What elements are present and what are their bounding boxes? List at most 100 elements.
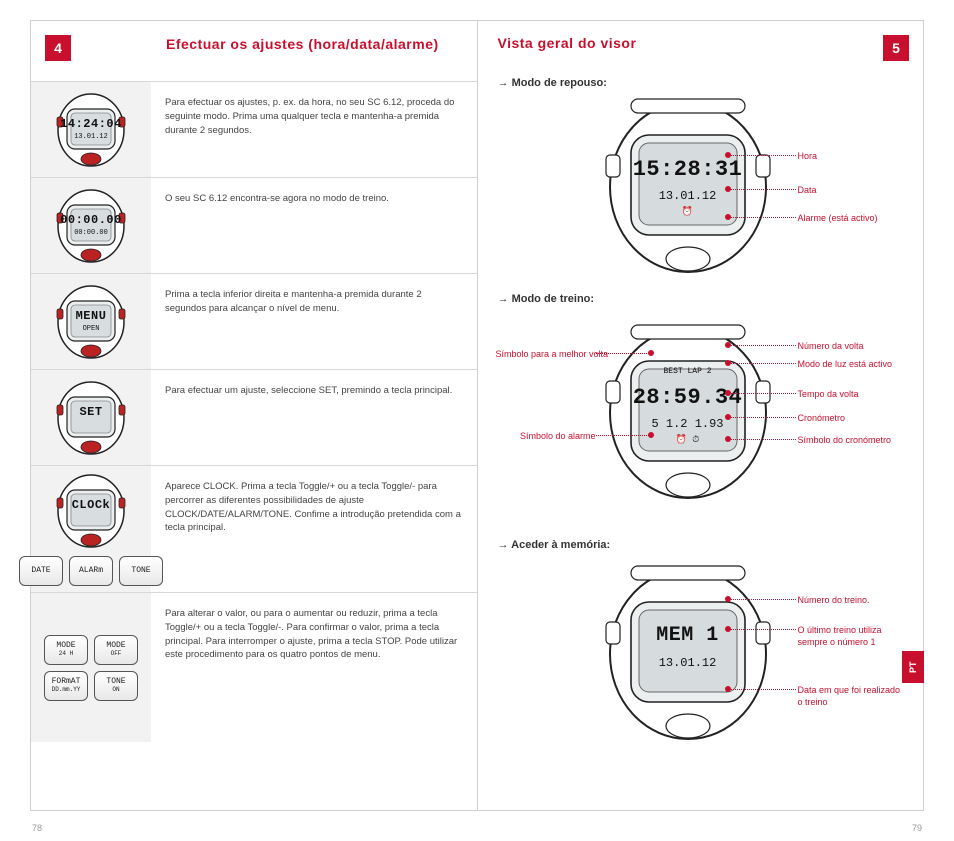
chip-row: MODE24 HMODEOFF [44, 635, 138, 665]
row-text: Aparece CLOCK. Prima a tecla Toggle/+ ou… [151, 466, 477, 592]
callout-dot [725, 152, 731, 158]
callout-line [728, 217, 796, 218]
callout-dot [725, 342, 731, 348]
row-image-cell: 00:00.0000:00.00 [31, 178, 151, 273]
row-text: Para efectuar um ajuste, seleccione SET,… [151, 370, 477, 465]
mode-chip: MODEOFF [94, 635, 138, 665]
callout-label: Alarme (está activo) [798, 213, 878, 225]
callout-line [728, 393, 796, 394]
memoria-watch: MEM 1 13.01.12 [603, 564, 773, 744]
callout-line [728, 345, 796, 346]
callout-dot [725, 686, 731, 692]
memoria-area: MEM 1 13.01.12 Número do treino. O último… [478, 559, 924, 764]
footer-right: 79 [912, 823, 922, 833]
row-image-cell: MENUOPEN [31, 274, 151, 369]
callout-line [728, 689, 796, 690]
watch-main-text: 00:00.00 [55, 213, 127, 227]
callout-dot [725, 596, 731, 602]
right-content: Modo de repouso: 15:28:31 13.01.12 ⏰ Hor… [478, 71, 924, 810]
watch-main-text: 14:24:04 [55, 117, 127, 131]
row-image-cell: CLOCkDATEALARmTONE [31, 466, 151, 592]
treino-area: BEST LAP 2 28:59.34 5 1.2 1.93 ⏰ ⏱ Númer… [478, 313, 924, 533]
instruction-row: CLOCkDATEALARmTONEAparece CLOCK. Prima a… [31, 465, 477, 592]
callout-label: Data [798, 185, 817, 197]
section-treino-label: Modo de treino: [478, 287, 924, 307]
memoria-main: MEM 1 [603, 624, 773, 647]
watch-illustration: SET [55, 379, 127, 457]
instruction-row: SET Para efectuar um ajuste, seleccione S… [31, 369, 477, 465]
callout-line [728, 363, 796, 364]
watch-main-text: CLOCk [55, 498, 127, 512]
callout-dot [725, 214, 731, 220]
manual-spread: 4 Efectuar os ajustes (hora/data/alarme)… [0, 0, 954, 841]
callout-dot [725, 360, 731, 366]
watch-main-text: SET [55, 405, 127, 419]
treino-icons: ⏰ ⏱ [603, 435, 773, 445]
left-title: Efectuar os ajustes (hora/data/alarme) [166, 35, 446, 53]
callout-line [728, 599, 796, 600]
mode-chip: ALARm [69, 556, 113, 586]
mode-chip: FORmATDD.mm.YY [44, 671, 88, 701]
page-badge-left: 4 [45, 35, 71, 61]
instruction-row: MENUOPENPrima a tecla inferior direita e… [31, 273, 477, 369]
callout-line [728, 155, 796, 156]
callout-dot [648, 350, 654, 356]
right-page: 5 Vista geral do visor PT Modo de repous… [477, 20, 925, 811]
callout-line [728, 439, 796, 440]
callout-label: Símbolo do cronómetro [798, 435, 892, 447]
treino-sub: 5 1.2 1.93 [603, 417, 773, 431]
callout-dot [725, 186, 731, 192]
callout-label: Data em que foi realizado o treino [798, 685, 908, 708]
repouso-main: 15:28:31 [603, 157, 773, 182]
callout-dot [725, 414, 731, 420]
instruction-row: 14:24:04 13.01.12 Para efectuar os ajustes… [31, 81, 477, 177]
callout-line [596, 353, 651, 354]
left-page: 4 Efectuar os ajustes (hora/data/alarme)… [30, 20, 477, 811]
row-text: O seu SC 6.12 encontra-se agora no modo … [151, 178, 477, 273]
repouso-icons: ⏰ [603, 207, 773, 217]
repouso-area: 15:28:31 13.01.12 ⏰ Hora Data Alarme (está… [478, 97, 924, 287]
watch-illustration: 00:00.0000:00.00 [55, 187, 127, 265]
row-image-cell: MODE24 HMODEOFF FORmATDD.mm.YYTONEON [31, 593, 151, 742]
mode-chip: DATE [19, 556, 63, 586]
instruction-row: 00:00.0000:00.00 O seu SC 6.12 encontra-s… [31, 177, 477, 273]
row-text: Prima a tecla inferior direita e mantenh… [151, 274, 477, 369]
left-rows: 14:24:04 13.01.12 Para efectuar os ajustes… [31, 81, 477, 810]
repouso-sub: 13.01.12 [603, 189, 773, 203]
callout-label: Tempo da volta [798, 389, 859, 401]
callout-label: Número da volta [798, 341, 864, 353]
chip-row: FORmATDD.mm.YYTONEON [44, 671, 138, 701]
treino-top: BEST LAP 2 [603, 367, 773, 376]
row-image-cell: 14:24:04 13.01.12 [31, 82, 151, 177]
watch-sub-text: 13.01.12 [55, 133, 127, 141]
chip-row: DATEALARmTONE [19, 556, 163, 586]
callout-dot [725, 436, 731, 442]
repouso-watch: 15:28:31 13.01.12 ⏰ [603, 97, 773, 277]
watch-illustration: 14:24:04 13.01.12 [55, 91, 127, 169]
callout-label: Modo de luz está activo [798, 359, 893, 371]
section-memoria-label: Aceder à memória: [478, 533, 924, 553]
callout-label: O último treino utiliza sempre o número … [798, 625, 908, 648]
callout-dot [725, 390, 731, 396]
callout-label: Símbolo para a melhor volta [496, 349, 596, 361]
callout-dot [725, 626, 731, 632]
callout-line [728, 189, 796, 190]
callout-line [596, 435, 651, 436]
row-text: Para efectuar os ajustes, p. ex. da hora… [151, 82, 477, 177]
treino-watch: BEST LAP 2 28:59.34 5 1.2 1.93 ⏰ ⏱ [603, 323, 773, 503]
row-image-cell: SET [31, 370, 151, 465]
treino-main: 28:59.34 [603, 385, 773, 410]
callout-label: Número do treino. [798, 595, 870, 607]
callout-label: Hora [798, 151, 818, 163]
callout-line [728, 629, 796, 630]
instruction-row: MODE24 HMODEOFF FORmATDD.mm.YYTONEON Para … [31, 592, 477, 742]
row-text: Para alterar o valor, ou para o aumentar… [151, 593, 477, 742]
watch-sub-text: OPEN [55, 325, 127, 333]
memoria-sub: 13.01.12 [603, 656, 773, 670]
footer-left: 78 [32, 823, 42, 833]
watch-illustration: CLOCk [55, 472, 127, 550]
right-title: Vista geral do visor [498, 35, 637, 51]
page-badge-right: 5 [883, 35, 909, 61]
mode-chip: TONEON [94, 671, 138, 701]
callout-label: Cronómetro [798, 413, 846, 425]
